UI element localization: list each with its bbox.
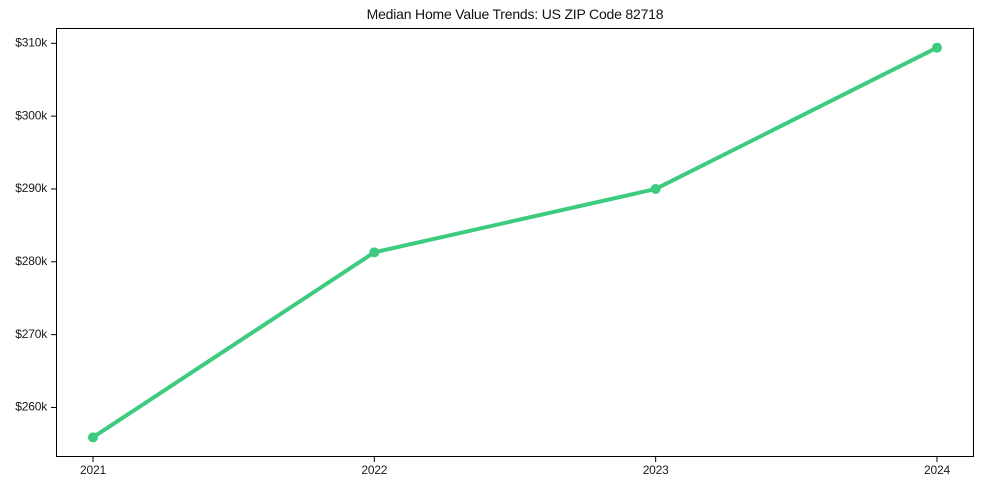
y-tick-label: $260k bbox=[15, 400, 48, 414]
x-tick-label: 2022 bbox=[361, 463, 387, 477]
x-tick-label: 2023 bbox=[643, 463, 669, 477]
data-point bbox=[369, 247, 380, 258]
chart-title: Median Home Value Trends: US ZIP Code 82… bbox=[366, 6, 664, 22]
y-tick-label: $310k bbox=[15, 35, 48, 49]
plot-spines bbox=[56, 28, 974, 457]
trend-line bbox=[91, 45, 939, 440]
y-tick-label: $280k bbox=[15, 254, 48, 268]
y-tick-label: $300k bbox=[15, 108, 48, 122]
y-tick-label: $290k bbox=[15, 181, 48, 195]
data-point bbox=[88, 432, 98, 443]
x-tick-label: 2021 bbox=[80, 463, 106, 477]
data-point bbox=[650, 183, 661, 194]
data-point bbox=[932, 42, 942, 53]
y-tick-label: $270k bbox=[15, 327, 48, 341]
x-tick-label: 2024 bbox=[924, 463, 950, 477]
